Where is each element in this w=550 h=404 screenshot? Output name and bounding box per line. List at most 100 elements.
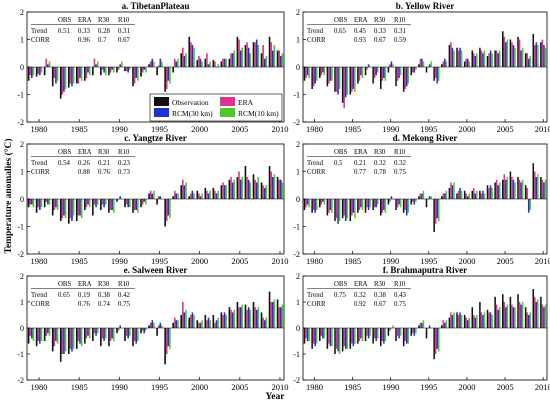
bar <box>495 50 498 67</box>
bar <box>421 322 423 328</box>
bar <box>133 328 136 341</box>
bar <box>103 328 105 341</box>
bar <box>193 193 195 199</box>
bar <box>77 67 80 84</box>
bar <box>389 64 391 67</box>
bar <box>315 67 318 81</box>
stats-value: 0.92 <box>354 301 366 308</box>
bar <box>223 185 226 199</box>
bar <box>505 42 507 67</box>
bar <box>436 199 438 219</box>
bar <box>398 67 400 78</box>
panel-title: d. Mekong River <box>393 133 458 143</box>
bar <box>412 328 414 334</box>
bar <box>255 39 258 67</box>
stats-value: 0.75 <box>334 292 346 299</box>
bar <box>167 328 170 347</box>
bar <box>212 315 215 328</box>
y-tick-label: 0 <box>20 324 24 333</box>
bar <box>450 42 452 67</box>
bar <box>430 61 432 67</box>
bar <box>135 328 138 344</box>
stats-value: 0.65 <box>58 292 70 299</box>
bar <box>63 199 65 216</box>
bar <box>61 199 64 219</box>
bar <box>143 67 146 70</box>
bar <box>31 328 33 339</box>
bar <box>404 328 406 341</box>
bar <box>198 322 200 328</box>
bar <box>407 199 409 213</box>
bar <box>433 199 435 232</box>
bar <box>157 325 160 328</box>
bar <box>398 199 400 205</box>
bar <box>338 328 341 354</box>
x-tick-label: 1995 <box>151 256 168 266</box>
bar <box>161 325 163 328</box>
bar <box>502 179 504 199</box>
bar <box>64 328 67 352</box>
bar <box>260 53 263 67</box>
bar <box>520 304 522 328</box>
bar <box>199 322 202 328</box>
bar <box>173 58 176 67</box>
bar <box>278 50 280 67</box>
bar <box>112 67 115 73</box>
bar <box>164 67 166 92</box>
bar <box>441 64 443 67</box>
bar <box>268 166 271 199</box>
bar <box>109 328 112 341</box>
bar <box>497 185 499 199</box>
bar <box>457 190 460 199</box>
stats-value: 0.31 <box>118 28 130 35</box>
x-tick-label: 1980 <box>306 124 323 134</box>
x-tick-label: 2005 <box>231 256 248 266</box>
bar <box>164 199 166 227</box>
bar <box>517 177 519 199</box>
stats-header: OBS <box>334 281 347 288</box>
bar <box>419 193 422 199</box>
legend-swatch <box>154 97 169 106</box>
bar <box>43 67 46 76</box>
stats-value: 0.76 <box>98 169 110 176</box>
bar <box>72 199 75 216</box>
bar <box>459 47 461 67</box>
bar <box>69 199 72 219</box>
bar <box>476 190 478 199</box>
bar <box>56 199 59 210</box>
bar <box>338 199 341 221</box>
bar <box>100 328 102 347</box>
bar <box>395 328 397 341</box>
bar <box>85 199 88 208</box>
bar <box>471 50 474 67</box>
bar <box>381 328 384 341</box>
bar <box>380 67 382 89</box>
bar <box>212 60 215 67</box>
bar <box>521 302 524 328</box>
bar <box>209 320 211 328</box>
bar <box>534 45 536 67</box>
bar <box>372 67 374 84</box>
bar <box>463 61 466 67</box>
bar <box>84 67 86 81</box>
bar <box>190 42 192 67</box>
bar <box>341 67 344 103</box>
bar <box>384 328 387 341</box>
bar <box>281 304 284 328</box>
x-tick-label: 1990 <box>382 256 399 266</box>
bar <box>137 67 139 81</box>
bar <box>494 296 496 328</box>
bar <box>271 50 274 67</box>
bar <box>396 199 399 208</box>
bar <box>255 309 258 328</box>
bar <box>145 328 147 331</box>
bar <box>344 199 347 221</box>
bar <box>225 315 227 328</box>
bar <box>343 328 345 347</box>
bar <box>335 328 338 349</box>
x-tick-label: 2005 <box>497 124 514 134</box>
bar <box>463 315 466 328</box>
bar <box>441 325 443 328</box>
bar <box>529 199 531 210</box>
bar <box>352 67 355 89</box>
